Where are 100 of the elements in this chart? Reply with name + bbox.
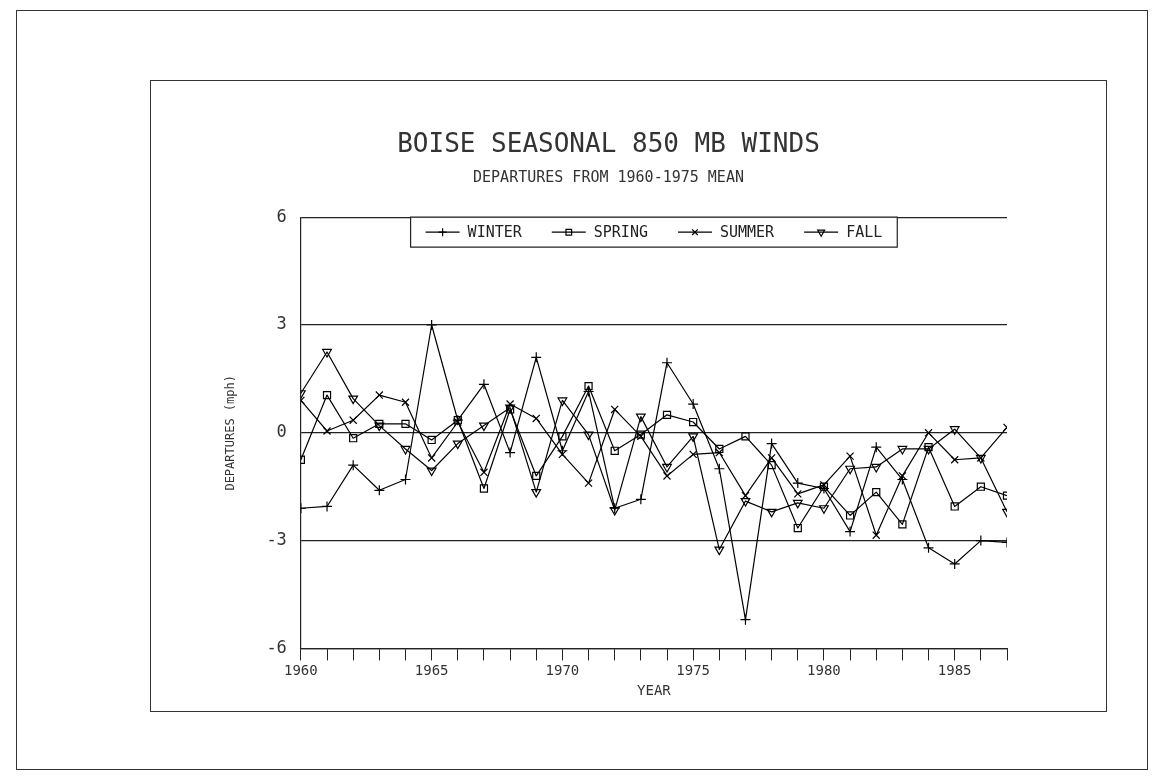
point [400, 445, 411, 455]
y-tick-label: 6 [276, 205, 287, 226]
point [715, 448, 724, 457]
point [845, 452, 855, 461]
point [610, 446, 619, 455]
legend-label: SPRING [593, 223, 648, 242]
point [689, 450, 698, 459]
point [532, 414, 541, 423]
point [479, 484, 489, 493]
point [976, 482, 985, 491]
point [584, 381, 593, 391]
point [713, 463, 725, 475]
point [399, 473, 412, 486]
point [950, 502, 959, 511]
point [583, 431, 594, 441]
point [662, 471, 672, 481]
point [766, 508, 777, 518]
point [949, 426, 960, 435]
point [896, 473, 908, 486]
y-tick-label: 3 [276, 313, 287, 334]
y-tick-label: -6 [266, 636, 287, 657]
x-tick-label: 1960 [284, 662, 318, 679]
point [609, 506, 620, 516]
point [793, 489, 802, 499]
point [479, 422, 489, 432]
point [792, 499, 803, 509]
point [452, 440, 463, 450]
point [609, 502, 621, 514]
point [741, 432, 750, 441]
point [584, 478, 593, 488]
point [662, 463, 672, 473]
point [898, 520, 907, 529]
point [870, 441, 882, 453]
point [348, 395, 359, 405]
point [635, 493, 647, 505]
point [427, 435, 436, 445]
point [556, 445, 568, 457]
point [689, 417, 698, 427]
x-tick-label: 1985 [937, 662, 972, 679]
point [922, 542, 935, 554]
point [767, 461, 776, 470]
point [349, 416, 358, 425]
point [793, 523, 802, 533]
x-tick-label: 1970 [545, 662, 580, 679]
point [662, 410, 672, 419]
point [401, 398, 410, 407]
point [924, 443, 933, 452]
point [557, 397, 568, 407]
point [610, 405, 619, 414]
point [373, 484, 385, 496]
point [349, 434, 358, 443]
point [374, 422, 385, 432]
x-tick-label: 1975 [676, 662, 711, 679]
point [924, 428, 933, 437]
point [975, 535, 987, 547]
point [872, 531, 881, 540]
chart-subtitle: DEPARTURES FROM 1960-1975 MEAN [473, 168, 744, 187]
point [819, 505, 829, 514]
point [661, 357, 673, 369]
point [635, 413, 646, 423]
point [845, 465, 856, 475]
point [530, 351, 542, 363]
chart-title: BOISE SEASONAL 850 MB WINDS [397, 128, 820, 159]
point [426, 467, 437, 477]
point [766, 437, 778, 450]
x-axis-title: YEAR [637, 682, 672, 699]
point [347, 459, 359, 471]
point [322, 348, 332, 358]
point [897, 445, 908, 455]
point [949, 558, 961, 570]
point [582, 385, 595, 398]
point [479, 468, 489, 477]
point [844, 526, 856, 538]
y-tick-label: -3 [266, 529, 287, 550]
point [687, 398, 699, 410]
point [792, 477, 804, 489]
point [923, 445, 934, 455]
legend-label: FALL [846, 223, 883, 242]
point [688, 433, 699, 442]
point [740, 497, 751, 507]
legend-label: WINTER [467, 223, 523, 242]
point [322, 390, 332, 400]
point [531, 488, 542, 498]
point [715, 444, 724, 454]
point [950, 455, 959, 464]
point [845, 511, 855, 520]
point [714, 546, 725, 556]
point [478, 378, 490, 390]
point [504, 446, 516, 459]
x-tick-label: 1965 [414, 662, 449, 679]
point [558, 432, 567, 441]
legend-label: SUMMER [719, 223, 776, 242]
point [321, 500, 333, 513]
x-tick-label: 1980 [807, 662, 841, 679]
y-axis-title: DEPARTURES (mph) [223, 375, 238, 491]
point [532, 471, 541, 481]
point [427, 453, 436, 463]
point [401, 419, 410, 428]
point [739, 614, 752, 626]
point [767, 453, 776, 463]
